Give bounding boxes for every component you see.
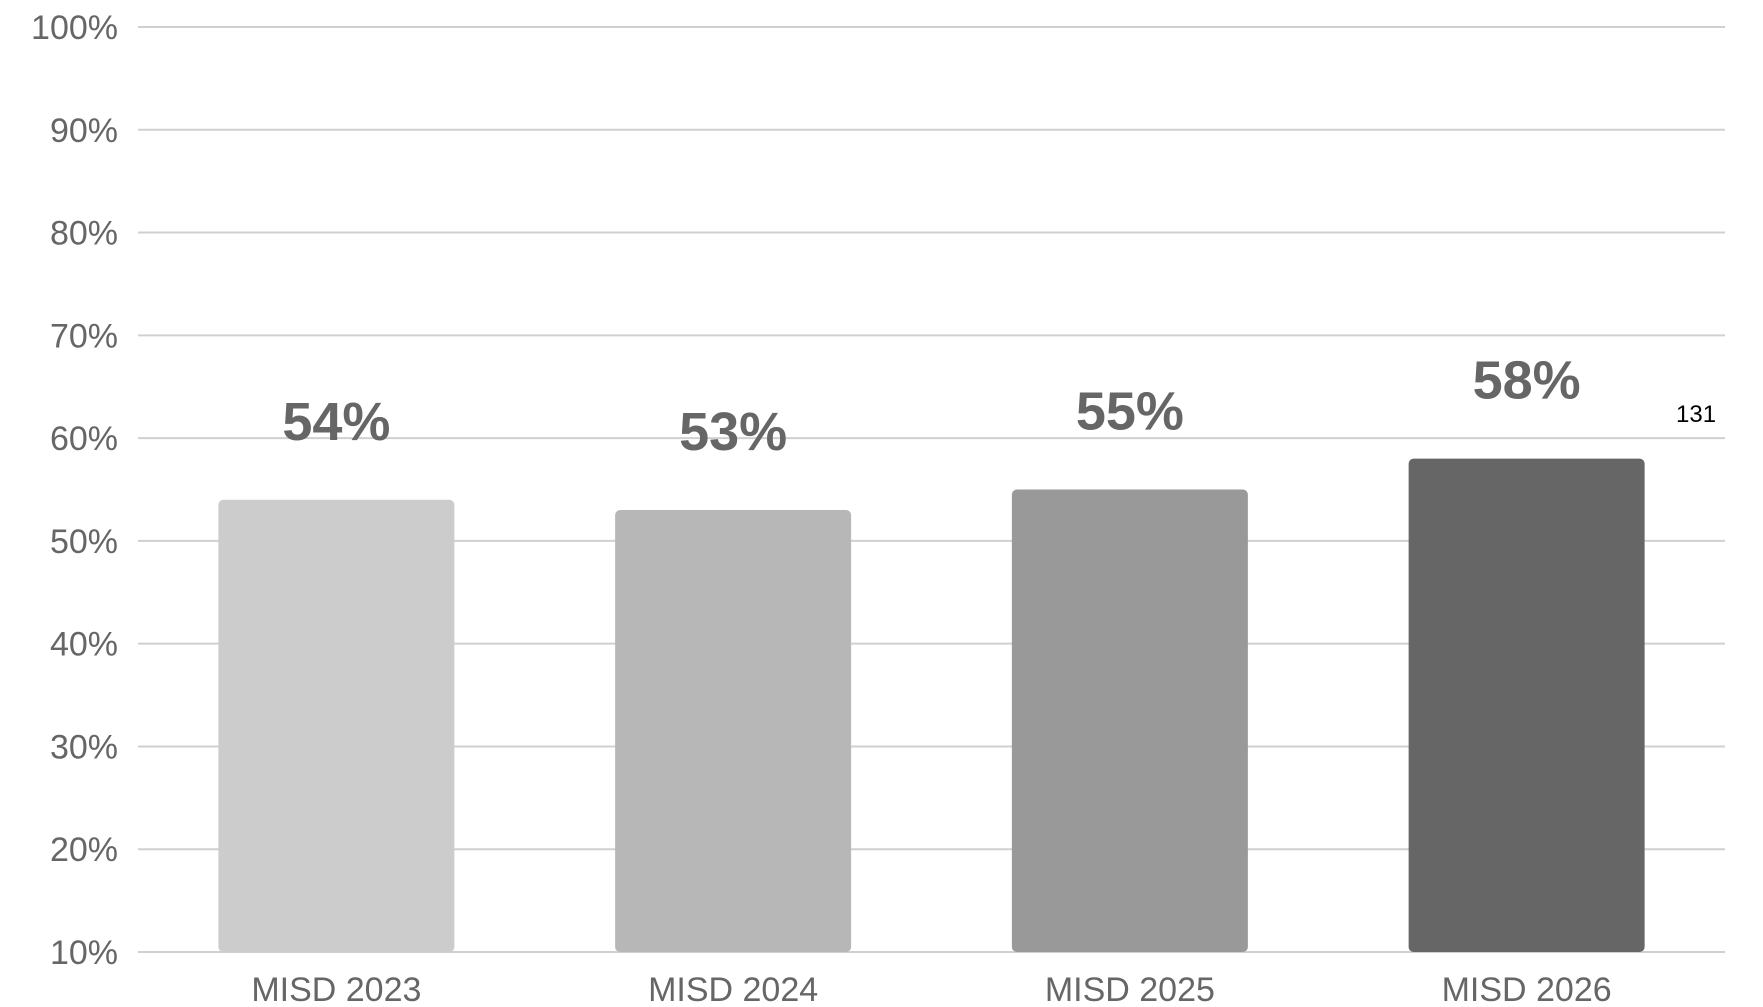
data-label: 54% (282, 392, 390, 452)
y-tick-label: 60% (50, 420, 118, 458)
data-label: 55% (1076, 382, 1184, 442)
y-tick-label: 70% (50, 317, 118, 355)
y-tick-label: 50% (50, 523, 118, 561)
y-tick-label: 80% (50, 215, 118, 253)
x-tick-label: MISD 2023 (251, 971, 421, 1007)
x-axis-ticks: MISD 2023 MISD 2024 MISD 2025 MISD 2026 (251, 971, 1611, 1007)
bars (218, 458, 1645, 952)
y-tick-label: 90% (50, 112, 118, 150)
y-tick-label: 100% (31, 9, 118, 47)
bar-1 (218, 499, 455, 952)
x-tick-label: MISD 2025 (1045, 971, 1215, 1007)
y-axis-ticks: 10% 20% 30% 40% 50% 60% 70% 80% 90% 100% (31, 9, 118, 972)
data-label: 53% (679, 402, 787, 462)
data-labels: 54% 53% 55% 58% (282, 351, 1580, 462)
page-number: 131 (1676, 401, 1717, 428)
y-tick-label: 30% (50, 728, 118, 766)
bar-4 (1408, 458, 1645, 952)
x-tick-label: MISD 2024 (648, 971, 818, 1007)
y-tick-label: 40% (50, 626, 118, 664)
data-label: 58% (1473, 351, 1581, 411)
x-tick-label: MISD 2026 (1442, 971, 1612, 1007)
y-tick-label: 10% (50, 934, 118, 972)
bar-2 (615, 510, 852, 952)
y-tick-label: 20% (50, 831, 118, 869)
bar-3 (1011, 489, 1248, 952)
